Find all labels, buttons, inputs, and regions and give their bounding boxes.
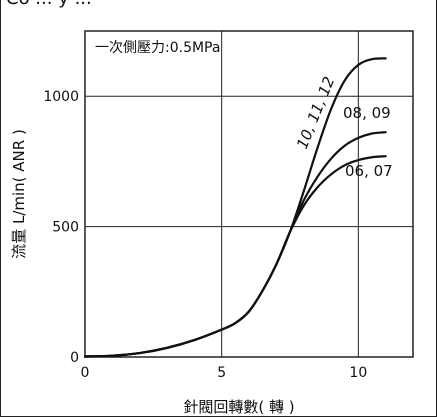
y-axis-title: 流量 L/min( ANR )	[10, 129, 28, 259]
series-label-10-11-12: 10, 11, 12	[293, 74, 338, 152]
header-fragment: Co ... y ...	[6, 0, 92, 9]
x-tick-label: 5	[217, 365, 226, 381]
series-line-10-11-12	[83, 57, 387, 358]
pressure-annotation: 一次側壓力:0.5MPa	[95, 40, 220, 56]
y-tick-label: 1000	[43, 89, 79, 105]
x-tick-label: 10	[349, 365, 367, 381]
series-label-08-09: 08, 09	[343, 104, 391, 122]
series-label-06-07: 06, 07	[345, 162, 393, 180]
series-line-06-07	[83, 155, 387, 358]
y-tick-label: 500	[52, 220, 79, 236]
x-tick-label: 0	[81, 365, 90, 381]
header-strip: Co ... y ...	[0, 0, 437, 10]
plot-area-border	[84, 30, 414, 358]
y-tick-label: 0	[70, 350, 79, 366]
x-axis-title: 針閥回轉數( 轉 )	[183, 398, 294, 416]
